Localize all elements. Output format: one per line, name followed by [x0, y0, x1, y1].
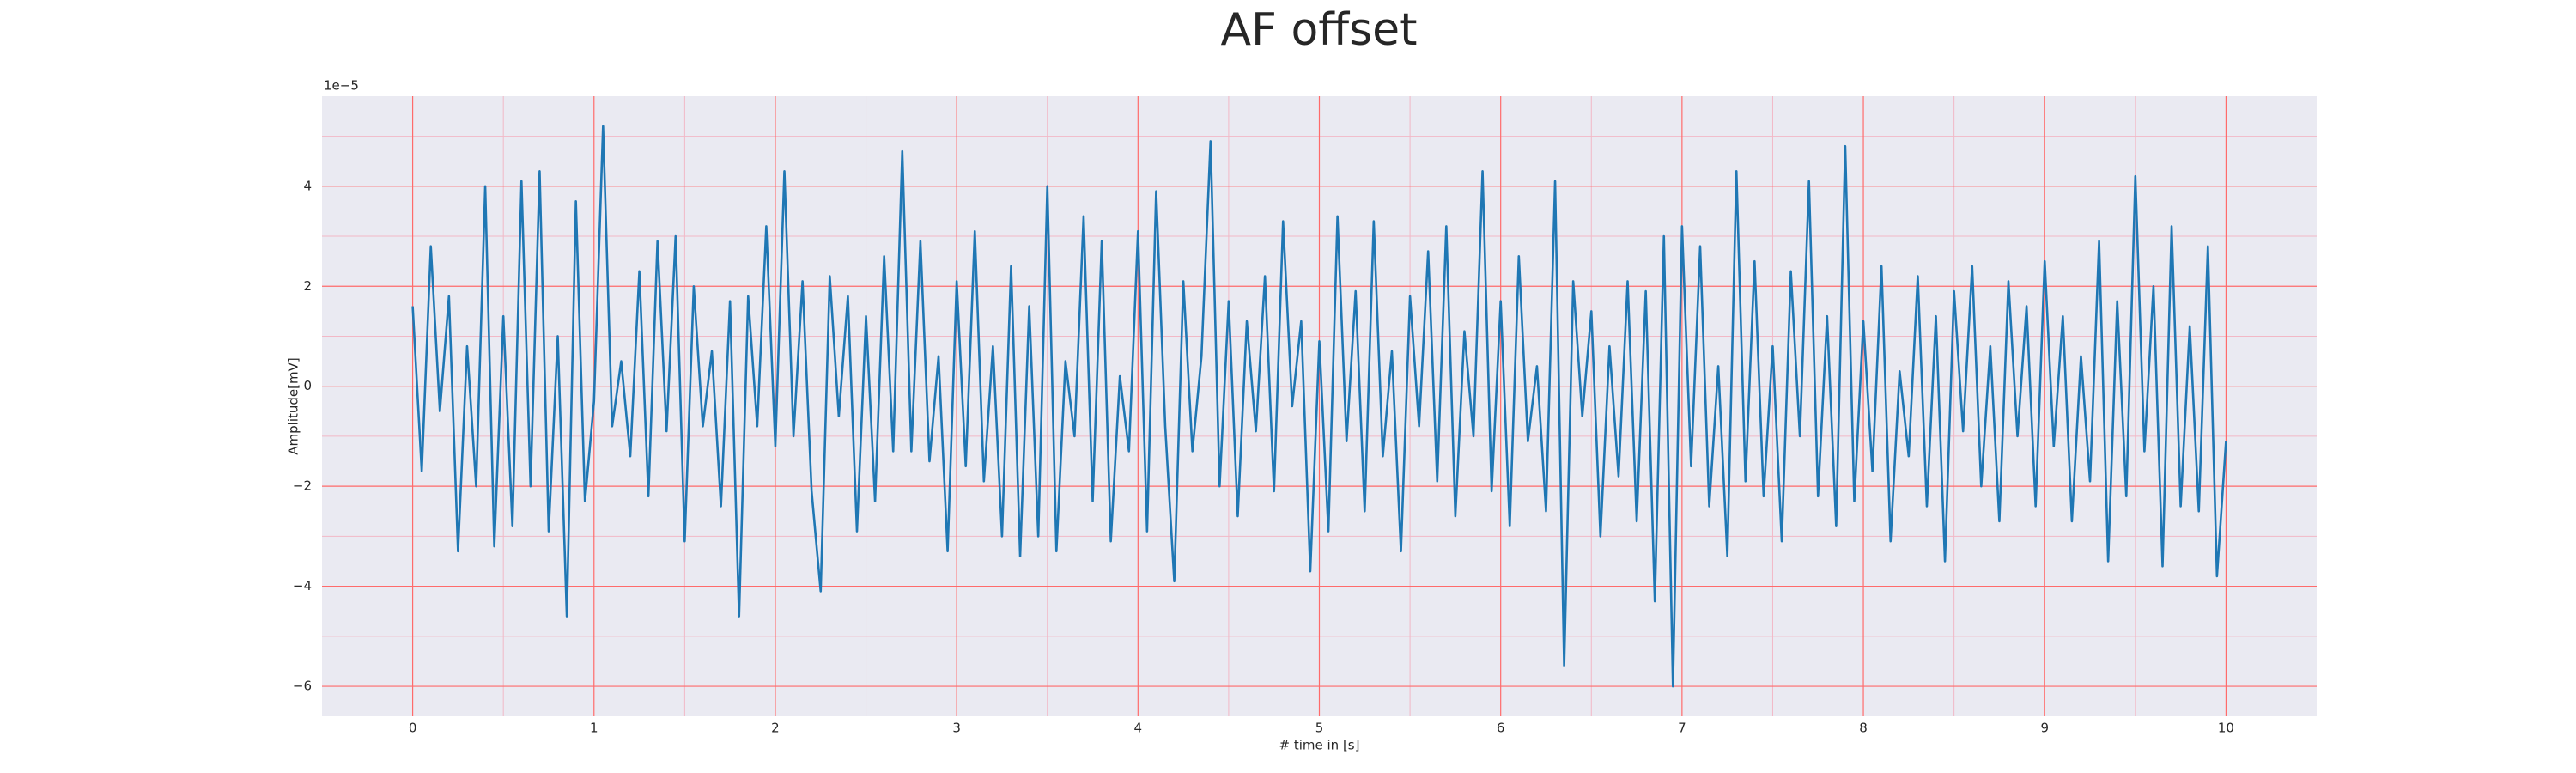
y-offset-label: 1e−5 [324, 78, 359, 94]
x-tick-label: 9 [2040, 721, 2049, 736]
data-line [411, 125, 2227, 688]
y-tick-label: 2 [303, 278, 312, 294]
x-tick-label: 5 [1315, 721, 1324, 736]
y-tick-label: −2 [293, 478, 312, 494]
y-tick-label: 0 [303, 378, 312, 393]
y-axis-label: Amplitude[mV] [286, 357, 301, 454]
x-tick-label: 4 [1134, 721, 1143, 736]
y-tick-label: 4 [303, 178, 312, 193]
y-tick-label: −6 [293, 679, 312, 694]
chart-title: AF offset [1220, 4, 1417, 56]
x-tick-label: 3 [952, 721, 961, 736]
x-tick-label: 0 [409, 721, 417, 736]
x-tick-label: 2 [771, 721, 780, 736]
x-tick-label: 7 [1678, 721, 1686, 736]
x-tick-label: 8 [1859, 721, 1868, 736]
x-axis-label: # time in [s] [1279, 738, 1360, 753]
y-tick-label: −4 [293, 578, 312, 593]
x-tick-label: 1 [590, 721, 598, 736]
x-tick-label: 6 [1497, 721, 1505, 736]
x-tick-label: 10 [2218, 721, 2234, 736]
